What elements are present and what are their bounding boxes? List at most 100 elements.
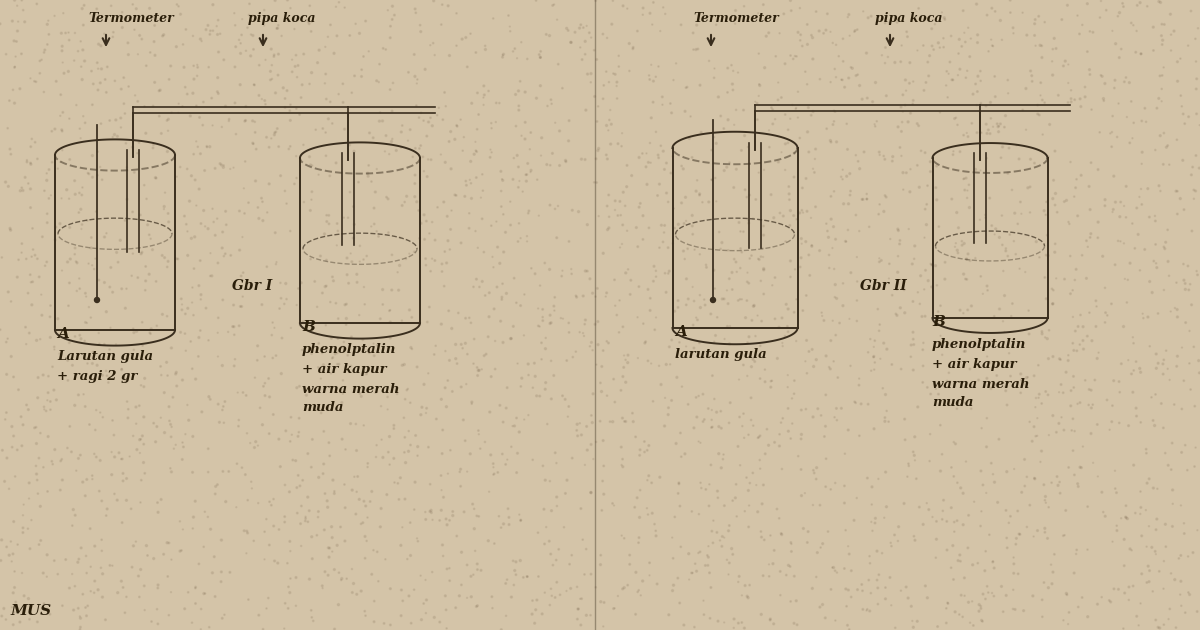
Point bbox=[1160, 375, 1180, 385]
Point bbox=[440, 355, 460, 365]
Point bbox=[260, 75, 280, 85]
Point bbox=[367, 340, 386, 350]
Point bbox=[11, 617, 30, 627]
Point bbox=[971, 127, 990, 137]
Point bbox=[158, 126, 178, 136]
Point bbox=[942, 503, 961, 513]
Point bbox=[1009, 529, 1028, 539]
Point bbox=[491, 400, 510, 410]
Point bbox=[791, 35, 810, 45]
Point bbox=[540, 476, 559, 486]
Point bbox=[1092, 71, 1111, 81]
Point bbox=[538, 101, 557, 111]
Point bbox=[499, 512, 518, 522]
Point bbox=[481, 118, 500, 128]
Point bbox=[229, 415, 248, 425]
Point bbox=[1153, 159, 1172, 169]
Point bbox=[1184, 342, 1200, 352]
Point bbox=[17, 400, 36, 410]
Point bbox=[133, 341, 152, 351]
Point bbox=[268, 23, 287, 33]
Point bbox=[1104, 584, 1123, 594]
Point bbox=[964, 621, 983, 630]
Point bbox=[302, 161, 322, 171]
Point bbox=[40, 30, 59, 40]
Point bbox=[559, 136, 578, 146]
Point bbox=[142, 234, 161, 244]
Point bbox=[1027, 413, 1046, 423]
Point bbox=[1028, 360, 1048, 370]
Point bbox=[823, 243, 842, 253]
Point bbox=[60, 583, 79, 593]
Point bbox=[1045, 239, 1064, 249]
Point bbox=[169, 1, 188, 11]
Point bbox=[754, 252, 773, 262]
Point bbox=[175, 429, 194, 439]
Point bbox=[518, 571, 538, 581]
Point bbox=[469, 110, 488, 120]
Point bbox=[137, 194, 156, 204]
Point bbox=[5, 62, 24, 72]
Point bbox=[0, 614, 16, 624]
Text: warna merah: warna merah bbox=[932, 378, 1030, 391]
Point bbox=[1020, 329, 1039, 339]
Point bbox=[1154, 355, 1174, 365]
Point bbox=[1139, 521, 1158, 531]
Point bbox=[1093, 251, 1112, 261]
Point bbox=[167, 254, 186, 264]
Point bbox=[418, 131, 437, 141]
Point bbox=[248, 202, 268, 212]
Point bbox=[367, 76, 386, 86]
Point bbox=[1016, 125, 1036, 135]
Point bbox=[787, 336, 806, 346]
Point bbox=[646, 72, 665, 82]
Point bbox=[648, 190, 667, 200]
Point bbox=[1032, 41, 1051, 51]
Point bbox=[529, 210, 548, 220]
Point bbox=[137, 60, 156, 71]
Point bbox=[1151, 71, 1170, 81]
Point bbox=[973, 589, 992, 599]
Point bbox=[1123, 219, 1142, 229]
Point bbox=[352, 65, 371, 75]
Point bbox=[190, 333, 209, 343]
Point bbox=[360, 496, 379, 507]
Point bbox=[596, 67, 616, 77]
Point bbox=[192, 407, 211, 417]
Point bbox=[936, 257, 955, 267]
Point bbox=[846, 210, 865, 220]
Point bbox=[155, 204, 174, 214]
Point bbox=[424, 0, 443, 6]
Point bbox=[329, 359, 348, 369]
Point bbox=[824, 412, 844, 422]
Point bbox=[498, 382, 517, 392]
Point bbox=[60, 338, 79, 348]
Point bbox=[42, 157, 61, 167]
Point bbox=[74, 0, 94, 10]
Point bbox=[912, 146, 931, 156]
Point bbox=[1032, 398, 1051, 408]
Point bbox=[559, 328, 578, 338]
Point bbox=[1132, 116, 1151, 126]
Point bbox=[5, 62, 24, 72]
Point bbox=[347, 419, 366, 429]
Point bbox=[958, 185, 977, 195]
Point bbox=[721, 398, 740, 408]
Point bbox=[634, 210, 653, 220]
Point bbox=[468, 600, 487, 610]
Point bbox=[583, 454, 602, 464]
Point bbox=[29, 453, 48, 463]
Point bbox=[1064, 371, 1084, 381]
Point bbox=[66, 189, 85, 199]
Point bbox=[1061, 289, 1080, 299]
Point bbox=[150, 86, 169, 96]
Point bbox=[451, 481, 470, 491]
Point bbox=[108, 495, 127, 505]
Point bbox=[395, 447, 414, 457]
Point bbox=[8, 385, 28, 395]
Point bbox=[262, 330, 281, 340]
Point bbox=[446, 353, 466, 364]
Point bbox=[679, 294, 698, 304]
Point bbox=[181, 336, 200, 346]
Point bbox=[143, 244, 162, 255]
